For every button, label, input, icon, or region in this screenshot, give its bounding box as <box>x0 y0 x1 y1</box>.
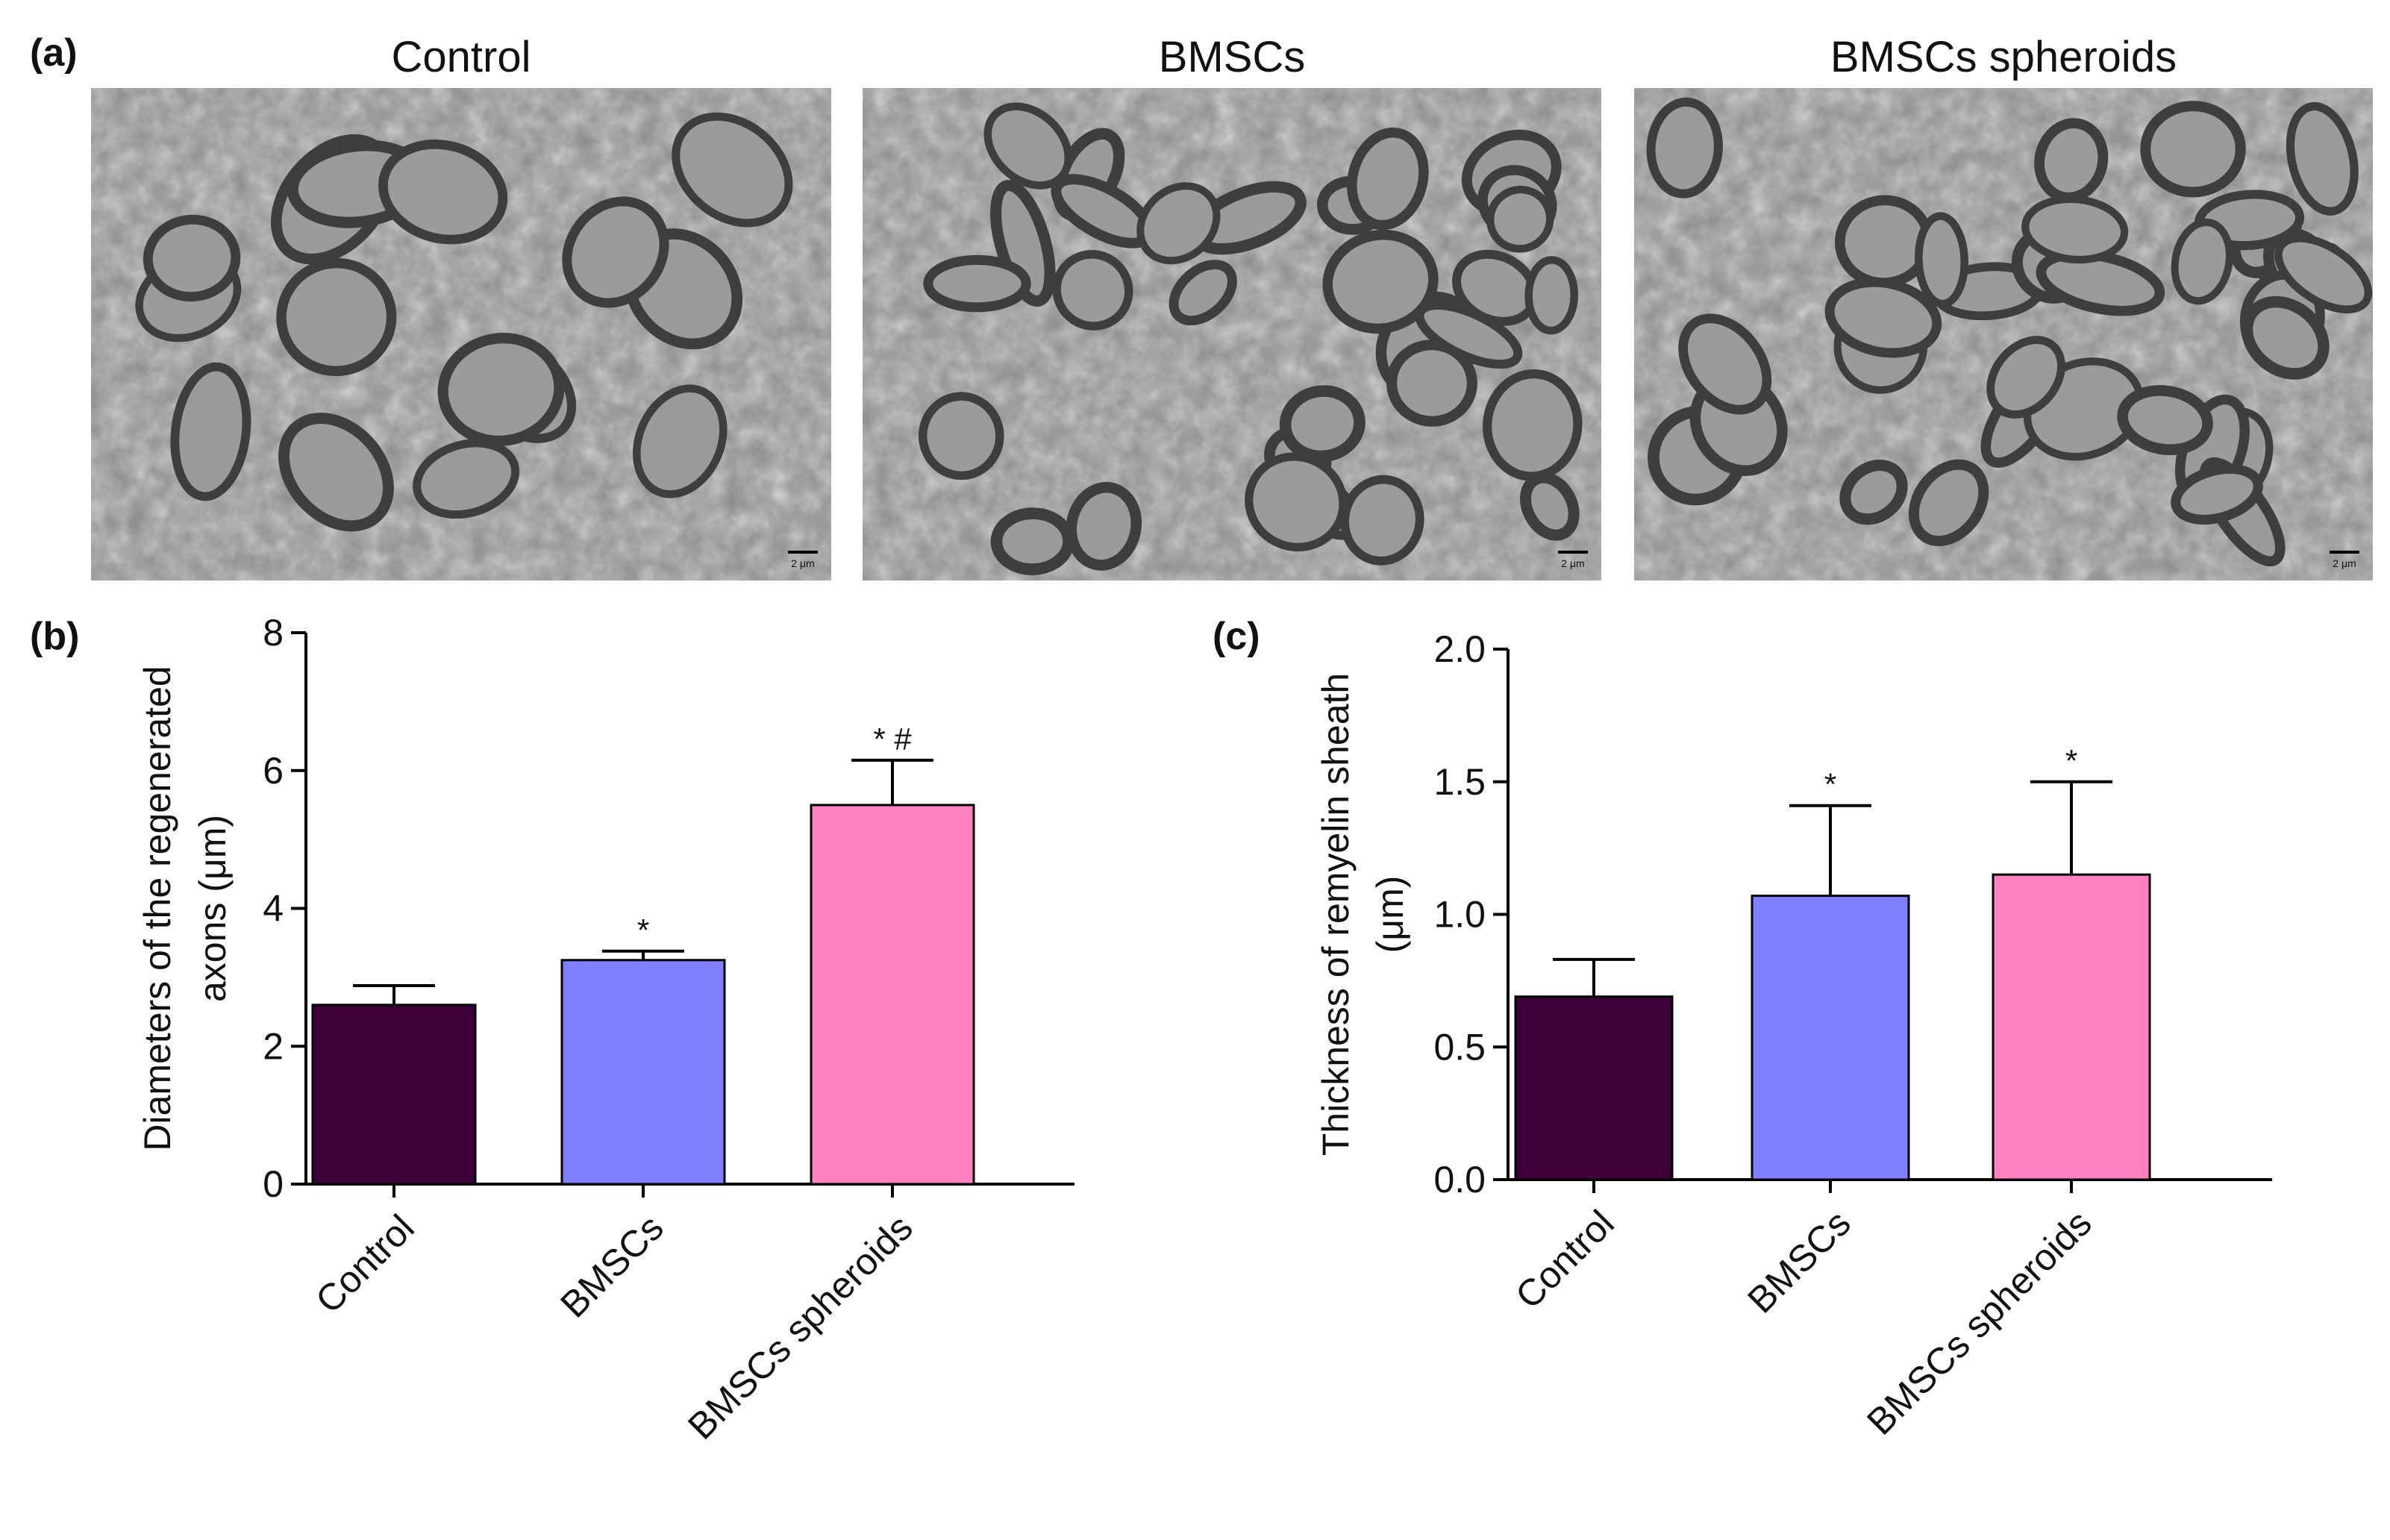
y-axis-label-line1: Diameters of the regenerated <box>137 666 178 1151</box>
scale-bar-label: 2 μm <box>791 557 814 569</box>
y-tick-label: 4 <box>263 888 284 930</box>
axon-profile <box>1279 385 1366 463</box>
significance-marker: * <box>637 913 649 948</box>
bar <box>311 1004 477 1186</box>
bar <box>560 959 726 1186</box>
axon-profile <box>923 254 1031 313</box>
axon-profile <box>1066 481 1142 571</box>
axon-profile <box>1486 185 1554 253</box>
axon-profile <box>278 413 394 532</box>
axon-profile <box>1052 250 1133 331</box>
category-label: BMSCs spheroids <box>1859 1202 2100 1443</box>
axon-profile <box>2286 101 2359 216</box>
bar <box>1751 895 1910 1181</box>
y-tick-label: 2.0 <box>1433 628 1486 670</box>
scale-bar-label: 2 μm <box>1561 557 1584 569</box>
axon-profile <box>1915 212 1968 308</box>
axon-profile <box>413 439 520 519</box>
axon-profile <box>2021 195 2129 264</box>
y-axis-label-line2: (μm) <box>1369 876 1411 954</box>
axon-profile <box>1986 336 2065 419</box>
axon-profile <box>1386 339 1477 427</box>
bar <box>1992 873 2151 1181</box>
axon-profile <box>1524 256 1579 335</box>
micrograph-3: BMSCs spheroids 2 μm <box>1634 33 2373 580</box>
y-tick-label: 0.5 <box>1433 1026 1486 1068</box>
axon-profile <box>170 362 251 501</box>
y-tick-label: 0 <box>263 1163 284 1205</box>
micrograph-1: Control 2 μm <box>91 33 831 580</box>
micrograph-title: BMSCs spheroids <box>1830 33 2177 81</box>
y-axis-label-line1: Thickness of remyelin sheath <box>1315 673 1357 1156</box>
axon-profile <box>1136 182 1221 265</box>
axon-profile <box>1245 452 1348 552</box>
axon-profile <box>1322 229 1439 334</box>
panel-label-c: (c) <box>1213 615 1260 658</box>
axon-profile <box>1839 460 1908 525</box>
y-axis-label-line2: axons (μm) <box>192 815 234 1002</box>
axon-profile <box>990 507 1075 575</box>
axon-profile <box>1678 313 1772 415</box>
micrograph-title: BMSCs <box>1159 33 1306 81</box>
axon-profile <box>2171 218 2234 305</box>
category-label: BMSCs <box>552 1206 671 1325</box>
micrograph-row: Control 2 μm BMSCs 2 μm BMSCs spheroids 2 μm <box>91 33 2373 580</box>
axon-profile <box>1646 97 1723 198</box>
y-tick-label: 2 <box>263 1025 284 1067</box>
axon-profile <box>1169 260 1237 326</box>
significance-marker: * <box>2065 743 2077 778</box>
bar <box>1514 995 1674 1181</box>
category-label: Control <box>1507 1202 1622 1317</box>
bar <box>810 804 975 1186</box>
micrograph-title: Control <box>392 33 531 81</box>
axon-profile <box>990 179 1056 307</box>
axon-profile <box>2140 101 2246 198</box>
y-tick-label: 1.5 <box>1433 761 1486 803</box>
y-tick-label: 1.0 <box>1433 894 1486 936</box>
axon-profile <box>143 214 241 302</box>
axon-profile <box>632 384 728 498</box>
axon-profile <box>1347 127 1429 231</box>
axon-profile <box>2274 234 2373 313</box>
panel-label-a: (a) <box>30 31 78 75</box>
axon-profile <box>672 112 793 228</box>
axon-profile <box>2241 295 2330 380</box>
chart-myelin-thickness: 0.0 0.5 1.0 1.5 2.0 Thickness of remyelin she… <box>1315 628 2272 1443</box>
chart-axon-diameter: 0 2 4 6 8 Diameters of the regenerated axons (… <box>137 612 1074 1447</box>
axon-profile <box>918 392 1004 481</box>
scale-bar-label: 2 μm <box>2333 557 2356 569</box>
y-tick-label: 6 <box>263 750 284 792</box>
axon-profile <box>378 139 508 245</box>
significance-marker: * # <box>873 722 912 757</box>
category-label: Control <box>307 1206 422 1321</box>
axon-profile <box>276 257 397 377</box>
axon-profile <box>1824 277 1942 358</box>
category-label: BMSCs spheroids <box>680 1206 921 1447</box>
axon-profile <box>2117 385 2213 455</box>
significance-marker: * <box>1824 767 1836 802</box>
y-tick-label: 8 <box>263 612 284 654</box>
axon-profile <box>1483 369 1583 481</box>
category-label: BMSCs <box>1739 1202 1858 1321</box>
axon-profile <box>437 333 565 447</box>
axon-profile <box>1908 459 1989 547</box>
micrograph-2: BMSCs 2 μm <box>863 33 1601 580</box>
axon-profile <box>1415 300 1523 369</box>
y-tick-label: 0.0 <box>1433 1159 1486 1201</box>
panel-label-b: (b) <box>30 615 79 658</box>
axon-profile <box>562 196 669 308</box>
axon-profile <box>2171 463 2263 525</box>
